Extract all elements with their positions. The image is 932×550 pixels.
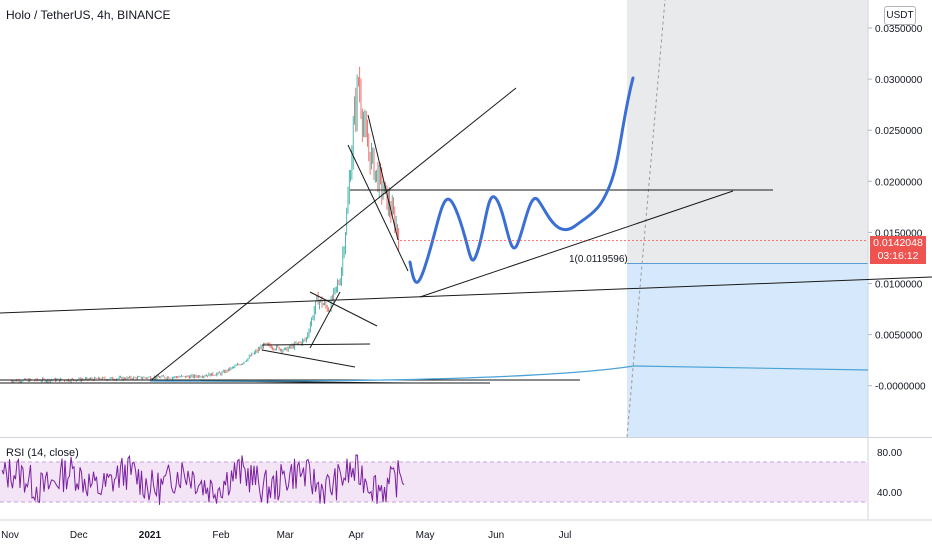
last-price-value: 0.0142048 xyxy=(873,237,923,249)
x-tick-label: Jul xyxy=(559,530,572,541)
y-tick-label: 0.0300000 xyxy=(875,75,923,86)
currency-unit-button[interactable]: USDT xyxy=(884,6,916,25)
trend-line xyxy=(0,276,932,314)
rsi-indicator-label[interactable]: RSI (14, close) xyxy=(6,447,79,459)
x-tick-label: 2021 xyxy=(139,530,162,541)
y-tick-label: 0.0050000 xyxy=(875,331,923,342)
trend-line xyxy=(309,291,378,327)
y-tick-label: -0.0000000 xyxy=(875,382,926,393)
trend-line xyxy=(309,291,341,349)
rsi-tick-label: 40.00 xyxy=(877,488,902,499)
bar-countdown: 03:16:12 xyxy=(877,250,919,262)
trend-line xyxy=(261,343,371,346)
x-tick-label: Apr xyxy=(349,530,365,541)
y-tick-label: 0.0200000 xyxy=(875,177,923,188)
x-tick-label: May xyxy=(416,530,435,541)
x-tick-label: Jun xyxy=(488,530,504,541)
rsi-tick-label: 80.00 xyxy=(877,448,902,459)
trend-line xyxy=(419,190,734,298)
y-tick-label: 0.0350000 xyxy=(875,24,923,35)
trend-line xyxy=(149,87,517,382)
projection-zone-upper xyxy=(627,0,868,264)
x-tick-label: Dec xyxy=(70,530,88,541)
y-tick-label: 0.0150000 xyxy=(875,228,923,239)
projection-drawing xyxy=(408,76,635,284)
y-tick-label: 0.0250000 xyxy=(875,126,923,137)
trend-line xyxy=(347,144,409,272)
trend-line xyxy=(261,349,356,368)
x-tick-label: Mar xyxy=(277,530,295,541)
rsi-line xyxy=(1,454,405,505)
x-tick-label: Nov xyxy=(1,530,19,541)
y-tick-label: 0.0100000 xyxy=(875,280,923,291)
moving-average-curve xyxy=(149,365,869,382)
fib-level-label: 1(0.0119596) xyxy=(569,254,628,265)
x-tick-label: Feb xyxy=(212,530,230,541)
projection-zone-lower xyxy=(627,263,868,437)
projection-dashed-line xyxy=(626,0,666,438)
last-price-tag: 0.0142048 03:16:12 xyxy=(870,236,926,264)
trend-line xyxy=(367,114,399,241)
chart-title: Holo / TetherUS, 4h, BINANCE xyxy=(6,8,171,22)
